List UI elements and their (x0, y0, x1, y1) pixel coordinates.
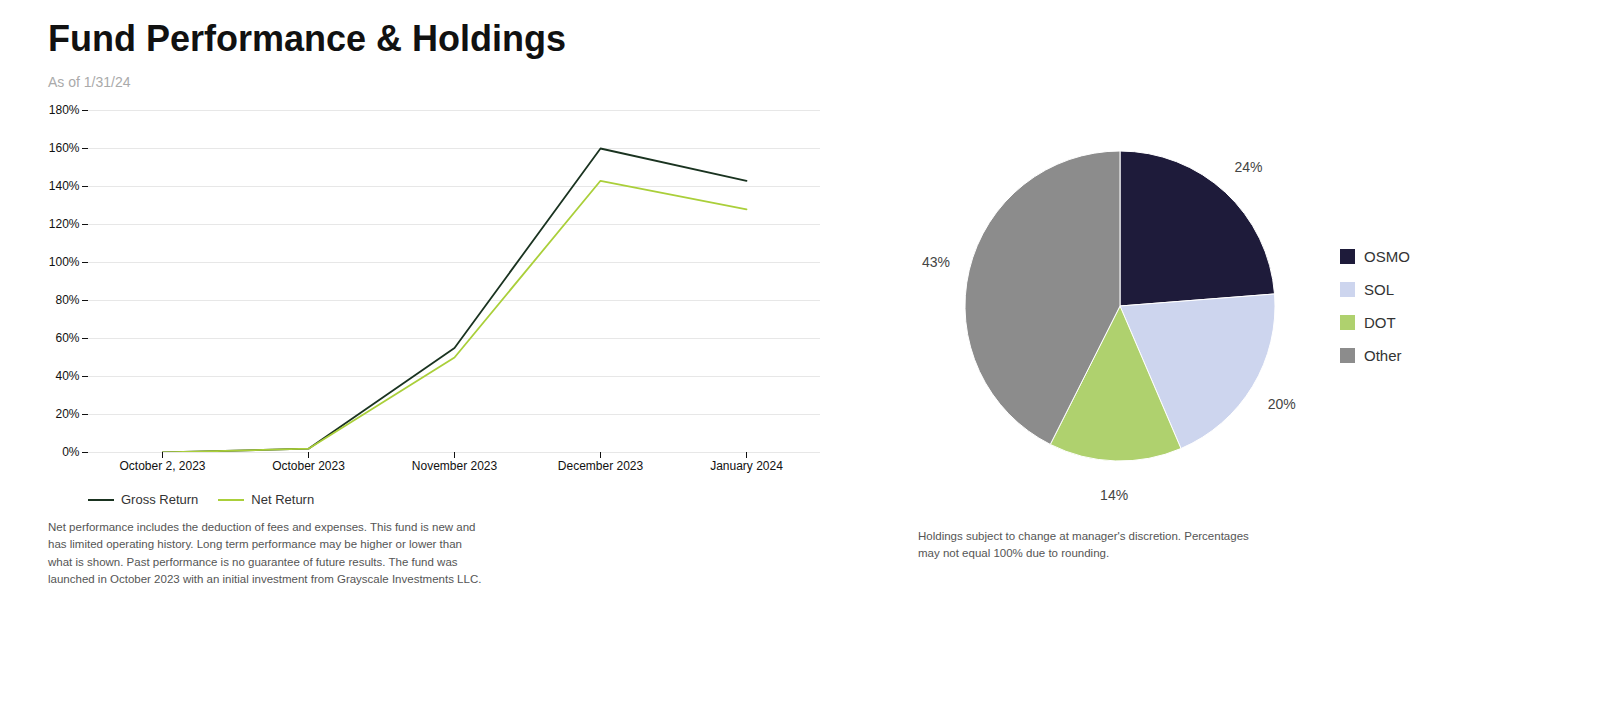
svg-text:October 2, 2023: October 2, 2023 (119, 459, 205, 473)
html-text:Net Return: Net Return (251, 492, 315, 507)
svg-text:60%: 60% (55, 331, 79, 345)
html-text:Holdings subject to change at: Holdings subject to change at manager's … (918, 530, 1249, 560)
html-text:OSMO: OSMO (1364, 248, 1410, 265)
svg-text:0%: 0% (62, 445, 80, 459)
html-text:Fund Performance & Holdings: Fund Performance & Holdings (48, 18, 566, 59)
html-text:As of 1/31/24: As of 1/31/24 (48, 74, 131, 90)
html-text:DOT: DOT (1364, 314, 1396, 331)
svg-text:January 2024: January 2024 (710, 459, 783, 473)
svg-text:December 2023: December 2023 (558, 459, 644, 473)
svg-text:November 2023: November 2023 (412, 459, 498, 473)
html-text:Gross Return: Gross Return (121, 492, 199, 507)
html-text:Other: Other (1364, 347, 1402, 364)
svg-text:140%: 140% (49, 179, 80, 193)
svg-text:120%: 120% (49, 217, 80, 231)
html-text:SOL: SOL (1364, 281, 1394, 298)
svg-text:100%: 100% (49, 255, 80, 269)
svg-text:80%: 80% (55, 293, 79, 307)
svg-text:160%: 160% (49, 141, 80, 155)
svg-text:40%: 40% (55, 369, 79, 383)
svg-text:14%: 14% (1100, 487, 1128, 503)
svg-text:20%: 20% (1268, 396, 1296, 412)
svg-text:180%: 180% (49, 103, 80, 117)
svg-text:20%: 20% (55, 407, 79, 421)
svg-text:43%: 43% (922, 254, 950, 270)
svg-text:24%: 24% (1234, 159, 1262, 175)
svg-text:October 2023: October 2023 (272, 459, 345, 473)
html-text:Net performance includes the d: Net performance includes the deduction o… (48, 521, 482, 585)
